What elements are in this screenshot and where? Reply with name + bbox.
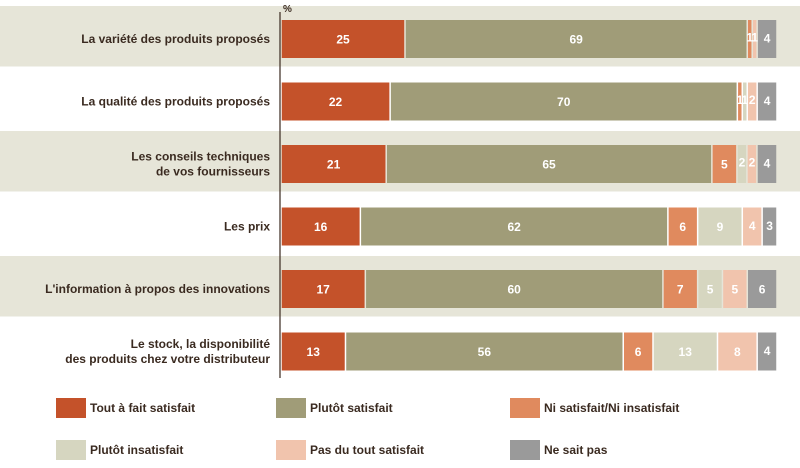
data-label: 7	[677, 282, 684, 296]
data-label: 4	[764, 32, 771, 46]
data-label: 8	[734, 345, 741, 359]
bar-segment	[346, 332, 623, 371]
legend-swatch	[510, 398, 540, 418]
data-label: 65	[542, 157, 556, 171]
category-label: La qualité des produits proposés	[81, 95, 270, 109]
bar-segment	[366, 270, 663, 308]
bar-segment	[698, 270, 722, 308]
bar-segment	[752, 20, 757, 58]
bar-segment	[281, 82, 390, 121]
data-label: 13	[307, 345, 321, 359]
bar-segment	[762, 207, 777, 246]
bar-segment	[653, 332, 717, 371]
data-label: 3	[766, 219, 773, 233]
legend-swatch	[510, 440, 540, 460]
category-label: Le stock, la disponibilité	[131, 337, 271, 351]
data-label: 21	[327, 157, 341, 171]
bar-segment	[738, 82, 742, 121]
bar-segment	[281, 270, 365, 308]
bar-segment	[747, 20, 752, 58]
bar-segment	[718, 332, 757, 371]
bars: 25 69 11 422 70 11 2 421 65 5 2 2 416 62 6 9 4 317 60 7 5 5 61…	[281, 20, 777, 371]
data-label: 17	[316, 282, 330, 296]
bar-segment	[668, 207, 697, 246]
data-label: 25	[336, 32, 350, 46]
legend-swatch	[276, 398, 306, 418]
data-label: 4	[749, 219, 756, 233]
bar-segment	[663, 270, 697, 308]
bar-segment	[698, 207, 742, 246]
data-label: 2	[749, 156, 756, 170]
category-label: des produits chez votre distributeur	[65, 352, 270, 366]
bar-segment	[747, 270, 777, 308]
category-label: de vos fournisseurs	[156, 165, 270, 179]
legend-label: Pas du tout satisfait	[310, 443, 424, 457]
data-label: 56	[478, 345, 492, 359]
data-label: 5	[731, 282, 738, 296]
data-label: 13	[679, 345, 693, 359]
legend-swatch	[56, 440, 86, 460]
bar-segment	[743, 207, 762, 246]
bar-segment	[405, 20, 747, 58]
legend: Tout à fait satisfait Plutôt satisfait Ni …	[56, 398, 679, 460]
data-label: 5	[707, 282, 714, 296]
data-label: 1	[746, 31, 753, 45]
data-label: 16	[314, 220, 328, 234]
data-label: 1	[751, 31, 758, 45]
data-label: 5	[721, 157, 728, 171]
data-label: 6	[635, 345, 642, 359]
bar-segment	[361, 207, 668, 246]
category-labels: La variété des produits proposés La quali…	[45, 32, 270, 366]
bar-segment	[743, 82, 747, 121]
bar-segment	[386, 145, 712, 183]
data-label: 6	[759, 282, 766, 296]
data-label: 1	[736, 93, 743, 107]
bar-segment	[390, 82, 737, 121]
bar-segment	[281, 20, 405, 58]
bar-segment	[757, 82, 777, 121]
data-label: 69	[569, 32, 583, 46]
legend-swatch	[276, 440, 306, 460]
bar-segment	[281, 145, 386, 183]
bar-segment	[281, 207, 360, 246]
row-backgrounds	[0, 6, 800, 379]
bar-segment	[757, 20, 777, 58]
legend-label: Ni satisfait/Ni insatisfait	[544, 401, 679, 415]
data-label: 2	[749, 93, 756, 107]
data-label: 70	[557, 95, 571, 109]
unit-label: %	[283, 4, 292, 15]
category-label: Les conseils techniques	[131, 150, 270, 164]
category-label: La variété des produits proposés	[81, 32, 270, 46]
data-label: 62	[507, 220, 521, 234]
legend-label: Tout à fait satisfait	[90, 401, 195, 415]
data-label: 60	[507, 282, 521, 296]
legend-label: Plutôt insatisfait	[90, 443, 183, 457]
data-label: 6	[679, 220, 686, 234]
data-label: 22	[329, 95, 343, 109]
bar-segment	[712, 145, 737, 183]
bar-segment	[757, 145, 777, 183]
legend-label: Plutôt satisfait	[310, 401, 393, 415]
data-label: 4	[764, 157, 771, 171]
bar-segment	[281, 332, 345, 371]
bar-segment	[623, 332, 653, 371]
category-label: Les prix	[224, 220, 270, 234]
bar-segment	[747, 82, 757, 121]
bar-segment	[757, 332, 777, 371]
legend-swatch	[56, 398, 86, 418]
bar-segment	[737, 145, 747, 183]
data-label: 9	[717, 220, 724, 234]
data-label: 4	[764, 94, 771, 108]
legend-label: Ne sait pas	[544, 443, 608, 457]
data-label: 2	[739, 156, 746, 170]
bar-segment	[747, 145, 757, 183]
category-label: L'information à propos des innovations	[45, 282, 270, 296]
data-label: 4	[764, 344, 771, 358]
data-label: 1	[741, 93, 748, 107]
bar-segment	[723, 270, 747, 308]
